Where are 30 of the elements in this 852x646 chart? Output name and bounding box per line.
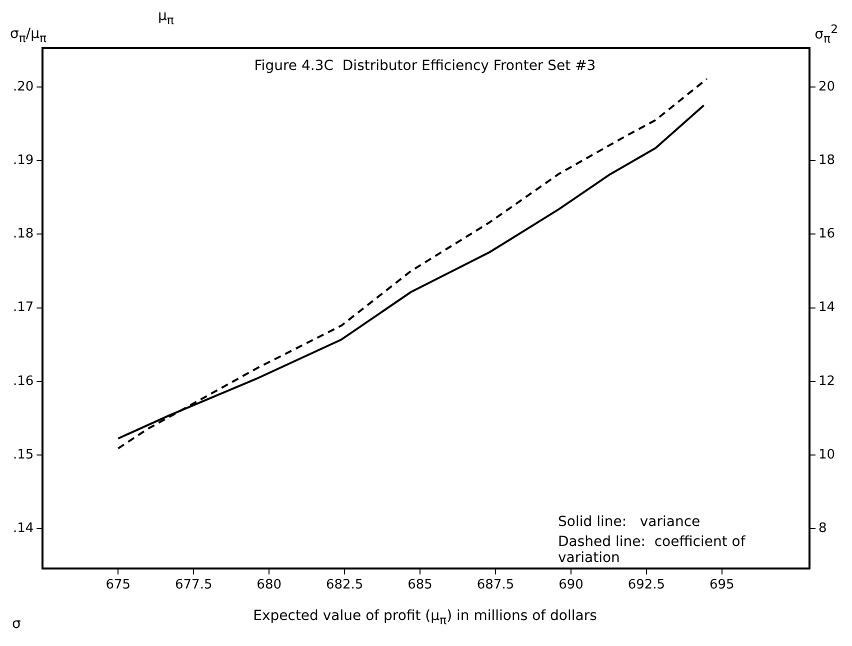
y-tick-label: .15: [12, 447, 34, 462]
annotation: Solid line: variance: [558, 514, 700, 530]
x-tick-label: 692.5: [628, 578, 666, 593]
y2-tick-label: 16: [818, 226, 836, 242]
y2-tick-label: 12: [818, 374, 836, 389]
y2-tick-label: 8: [818, 521, 827, 536]
y-tick-label: .18: [12, 226, 34, 242]
y-tick-label: .20: [12, 79, 34, 94]
y2-tick-label: 10: [818, 447, 836, 462]
y-tick-label: .17: [12, 300, 34, 316]
y-tick-label: .16: [12, 374, 34, 389]
x-tick-label: 677.5: [175, 578, 212, 593]
x-axis-title: Expected value of profit (μ$_{π}$) in millions of dollars: [253, 608, 597, 627]
x-tick-label: 695: [710, 578, 734, 593]
x-tick-label: 687.5: [476, 578, 514, 593]
y2-tick-label: 18: [818, 152, 836, 168]
text: Figure 4.3C Distributor Efficiency Fronter Set #3: [253, 58, 597, 74]
x-tick-label: 675: [106, 578, 131, 593]
y-tick-label: .14: [12, 521, 34, 536]
y2-tick-label: 20: [818, 79, 836, 94]
y2-tick-label: 14: [818, 300, 836, 316]
x-tick-label: 685: [408, 578, 432, 593]
text: σ: [12, 616, 21, 632]
x-tick-label: 690: [558, 578, 584, 593]
y-tick-label: .19: [12, 152, 34, 168]
x-tick-label: 680: [256, 578, 282, 593]
x-tick-label: 682.5: [326, 578, 364, 593]
text: μ$_{π}$: [158, 8, 174, 27]
annotation: Dashed line: coefficient of variation: [558, 534, 746, 566]
y-axis-title: σ$_{π}$/μ$_{π}$: [10, 26, 47, 45]
